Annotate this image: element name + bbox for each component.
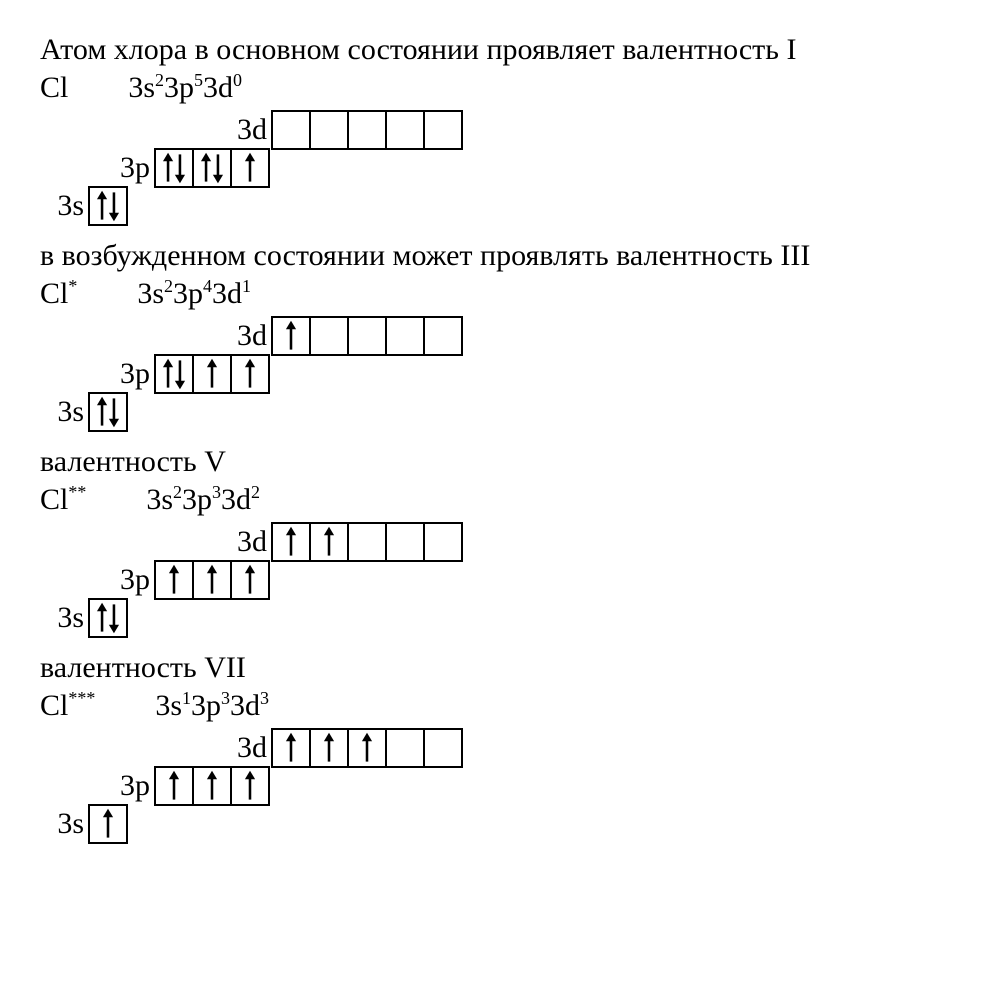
p-orbital-set — [154, 354, 270, 394]
d-cell — [423, 522, 463, 562]
s-orbital-set — [88, 804, 128, 844]
d-cell — [347, 316, 387, 356]
d-row: 3d — [40, 316, 463, 356]
p-row: 3p — [40, 766, 270, 806]
element-symbol: Cl*** — [40, 689, 95, 722]
d-cell — [271, 522, 311, 562]
orbital-diagram: 3d3p3s — [40, 316, 966, 432]
d-cell — [385, 316, 425, 356]
state-heading: в возбужденном состоянии может проявлять… — [40, 238, 966, 274]
d-cell — [347, 522, 387, 562]
s-cell — [88, 392, 128, 432]
p-cell — [154, 560, 194, 600]
d-cell — [271, 316, 311, 356]
d-orbital-set — [271, 728, 463, 768]
d-row: 3d — [40, 728, 463, 768]
d-row: 3d — [40, 522, 463, 562]
p-cell — [230, 148, 270, 188]
s-label: 3s — [40, 598, 88, 638]
d-cell — [423, 316, 463, 356]
d-cell — [309, 316, 349, 356]
element-symbol: Cl** — [40, 483, 86, 516]
state-config-line: Cl* 3s23p43d1 — [40, 276, 966, 312]
s-orbital-set — [88, 186, 128, 226]
p-label: 3p — [40, 766, 154, 806]
d-cell — [385, 522, 425, 562]
orbital-diagram: 3d3p3s — [40, 110, 966, 226]
s-label: 3s — [40, 804, 88, 844]
d-label: 3d — [40, 110, 271, 150]
s-orbital-set — [88, 598, 128, 638]
d-cell — [309, 110, 349, 150]
d-label: 3d — [40, 522, 271, 562]
state-heading: валентность VII — [40, 650, 966, 686]
p-row: 3p — [40, 148, 270, 188]
p-row: 3p — [40, 354, 270, 394]
d-orbital-set — [271, 110, 463, 150]
state-heading: валентность V — [40, 444, 966, 480]
s-label: 3s — [40, 392, 88, 432]
d-cell — [347, 728, 387, 768]
s-cell — [88, 598, 128, 638]
s-cell — [88, 804, 128, 844]
d-row: 3d — [40, 110, 463, 150]
s-row: 3s — [40, 598, 128, 638]
s-row: 3s — [40, 804, 128, 844]
orbital-diagram: 3d3p3s — [40, 728, 966, 844]
state-config-line: Cl 3s23p53d0 — [40, 70, 966, 106]
d-cell — [347, 110, 387, 150]
d-cell — [423, 110, 463, 150]
p-orbital-set — [154, 560, 270, 600]
state-config-line: Cl*** 3s13p33d3 — [40, 688, 966, 724]
element-symbol: Cl* — [40, 277, 77, 310]
p-label: 3p — [40, 354, 154, 394]
p-row: 3p — [40, 560, 270, 600]
s-label: 3s — [40, 186, 88, 226]
p-cell — [230, 766, 270, 806]
state-heading: Атом хлора в основном состоянии проявляе… — [40, 32, 966, 68]
s-cell — [88, 186, 128, 226]
p-cell — [192, 766, 232, 806]
d-cell — [271, 110, 311, 150]
p-orbital-set — [154, 148, 270, 188]
d-orbital-set — [271, 316, 463, 356]
p-cell — [154, 148, 194, 188]
p-orbital-set — [154, 766, 270, 806]
p-label: 3p — [40, 148, 154, 188]
p-cell — [154, 354, 194, 394]
p-cell — [154, 766, 194, 806]
s-orbital-set — [88, 392, 128, 432]
d-cell — [309, 728, 349, 768]
d-cell — [271, 728, 311, 768]
d-cell — [423, 728, 463, 768]
element-symbol: Cl — [40, 71, 68, 104]
p-cell — [192, 148, 232, 188]
p-cell — [230, 560, 270, 600]
orbital-diagram-document: Атом хлора в основном состоянии проявляе… — [40, 32, 966, 844]
p-cell — [192, 354, 232, 394]
d-orbital-set — [271, 522, 463, 562]
p-cell — [192, 560, 232, 600]
orbital-diagram: 3d3p3s — [40, 522, 966, 638]
s-row: 3s — [40, 392, 128, 432]
d-label: 3d — [40, 316, 271, 356]
d-cell — [309, 522, 349, 562]
state-config-line: Cl** 3s23p33d2 — [40, 482, 966, 518]
d-cell — [385, 728, 425, 768]
s-row: 3s — [40, 186, 128, 226]
p-label: 3p — [40, 560, 154, 600]
d-label: 3d — [40, 728, 271, 768]
p-cell — [230, 354, 270, 394]
d-cell — [385, 110, 425, 150]
